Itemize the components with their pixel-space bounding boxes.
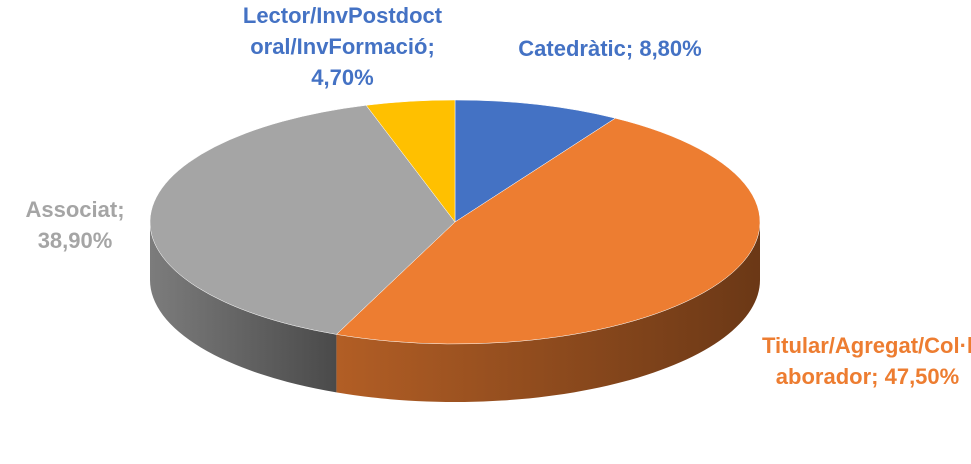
slice (335, 117, 761, 345)
slice (365, 99, 456, 223)
label-category: Lector/InvPostdoctoral/InvFormació (242, 3, 443, 59)
label-separator: ; (117, 197, 131, 222)
label-separator: ; (871, 364, 885, 389)
data-label: Lector/InvPostdoctoral/InvFormació; 4,70… (240, 0, 445, 93)
label-category: Associat (25, 197, 118, 222)
label-value: 8,80% (639, 36, 702, 61)
data-label: Titular/Agregat/Col·laborador; 47,50% (760, 330, 971, 392)
label-separator: ; (625, 36, 640, 61)
slice (149, 105, 456, 335)
slice-side (336, 222, 760, 402)
label-value: 47,50% (884, 364, 960, 389)
data-label: Associat; 38,90% (0, 194, 150, 256)
label-category: Catedràtic (518, 36, 626, 61)
label-separator: ; (427, 34, 441, 59)
label-value: 38,90% (37, 228, 113, 253)
data-label: Catedràtic; 8,80% (510, 33, 710, 64)
slice-side (150, 222, 337, 393)
slice (454, 99, 616, 223)
label-category: Titular/Agregat/Col·laborador (761, 333, 971, 389)
label-value: 4,70% (311, 65, 374, 90)
